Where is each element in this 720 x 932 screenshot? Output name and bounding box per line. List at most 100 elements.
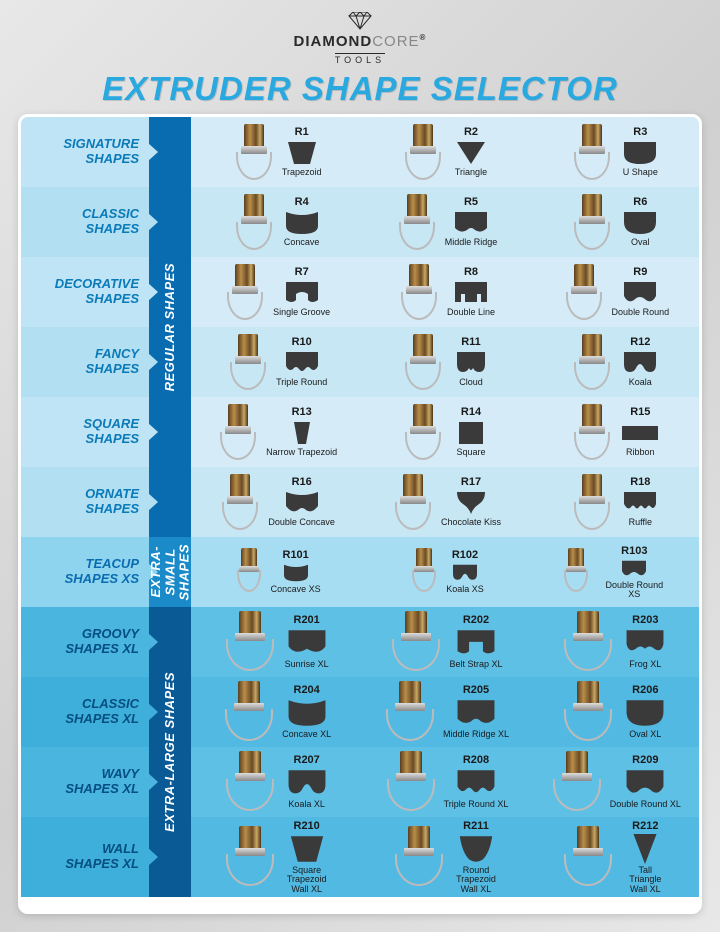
shape-cell[interactable]: R208 Triple Round XL <box>360 747 529 817</box>
shape-cell[interactable]: R8Double Line <box>360 257 529 327</box>
shape-code: R202 <box>463 614 489 626</box>
shape-cell[interactable]: R14 Square <box>360 397 529 467</box>
category-label-cell: ORNATESHAPES <box>21 467 149 537</box>
shape-cell[interactable]: R4Concave <box>191 187 360 257</box>
shape-code: R1 <box>295 126 309 138</box>
tool-icon <box>548 751 606 813</box>
shape-cell[interactable]: R7Single Groove <box>191 257 360 327</box>
shape-code: R7 <box>295 266 309 278</box>
brand-name: DIAMONDCORE® <box>18 33 702 50</box>
shape-cell[interactable]: R17Chocolate Kiss <box>360 467 529 537</box>
shape-code: R14 <box>461 406 481 418</box>
shape-grid: SIGNATURESHAPESR1TrapezoidR2TriangleR3U … <box>18 114 702 914</box>
shape-cell[interactable]: R211RoundTrapezoidWall XL <box>360 817 529 897</box>
shape-name: Koala XS <box>446 585 484 594</box>
shape-code: R10 <box>292 336 312 348</box>
shape-code: R208 <box>463 754 489 766</box>
shape-name: SquareTrapezoidWall XL <box>287 866 327 894</box>
chevron-right-icon <box>148 213 158 231</box>
shape-cell[interactable]: R204Concave XL <box>191 677 360 747</box>
tool-icon <box>382 751 440 813</box>
shape-info: R203Frog XL <box>621 614 669 669</box>
tool-icon <box>559 826 617 888</box>
shape-info: R101Concave XS <box>271 549 321 594</box>
shape-name: Double Line <box>447 308 495 317</box>
shape-cell[interactable]: R201Sunrise XL <box>191 607 360 677</box>
shape-cell[interactable]: R10Triple Round <box>191 327 360 397</box>
shape-cell[interactable]: R13 Narrow Trapezoid <box>191 397 360 467</box>
shape-code: R210 <box>294 820 320 832</box>
tool-icon <box>393 194 441 250</box>
shape-code: R13 <box>292 406 312 418</box>
shape-cell[interactable]: R9Double Round <box>530 257 699 327</box>
shape-cell[interactable]: R5Middle Ridge <box>360 187 529 257</box>
shape-info: R205Middle Ridge XL <box>443 684 509 739</box>
category-row: SIGNATURESHAPESR1TrapezoidR2TriangleR3U … <box>21 117 699 187</box>
category-label: DECORATIVESHAPES <box>55 277 139 307</box>
tool-icon <box>390 826 448 888</box>
shape-code: R205 <box>463 684 489 696</box>
category-row: ORNATESHAPES R16Double ConcaveR17Chocolat… <box>21 467 699 537</box>
shape-code: R6 <box>633 196 647 208</box>
chevron-right-icon <box>148 848 158 866</box>
shape-cell[interactable]: R205Middle Ridge XL <box>360 677 529 747</box>
shape-cell[interactable]: R209Double Round XL <box>530 747 699 817</box>
shape-code: R17 <box>461 476 481 488</box>
tool-icon <box>395 264 443 320</box>
shape-info: R7Single Groove <box>273 266 330 317</box>
shape-code: R212 <box>632 820 658 832</box>
shape-info: R201Sunrise XL <box>283 614 331 669</box>
shape-info: R4Concave <box>282 196 322 247</box>
shape-cell[interactable]: R2Triangle <box>360 117 529 187</box>
category-row: DECORATIVESHAPES R7Single Groove R8Double … <box>21 257 699 327</box>
tool-icon <box>558 548 594 596</box>
shape-cell[interactable]: R206Oval XL <box>530 677 699 747</box>
shape-info: R103Double Round XS <box>598 545 670 600</box>
shape-cell[interactable]: R16Double Concave <box>191 467 360 537</box>
shape-cell[interactable]: R203Frog XL <box>530 607 699 677</box>
shape-cell[interactable]: R103Double Round XS <box>530 537 699 607</box>
shape-cell[interactable]: R210 SquareTrapezoidWall XL <box>191 817 360 897</box>
shape-code: R9 <box>633 266 647 278</box>
shape-info: R102Koala XS <box>446 549 484 594</box>
shape-name: Frog XL <box>629 660 661 669</box>
brand-sub: TOOLS <box>335 53 385 65</box>
shape-name: Double Concave <box>268 518 335 527</box>
shape-code: R3 <box>633 126 647 138</box>
tool-icon <box>230 194 278 250</box>
shape-info: R2Triangle <box>451 126 491 177</box>
category-label: GROOVYSHAPES XL <box>65 627 139 657</box>
shape-cell[interactable]: R207Koala XL <box>191 747 360 817</box>
shape-code: R4 <box>295 196 309 208</box>
shape-cell[interactable]: R202Belt Strap XL <box>360 607 529 677</box>
shape-cells: R210 SquareTrapezoidWall XL R211RoundTrape… <box>191 817 699 897</box>
shape-cell[interactable]: R15Ribbon <box>530 397 699 467</box>
shape-name: Oval <box>631 238 650 247</box>
tool-icon <box>220 681 278 743</box>
shape-info: R202Belt Strap XL <box>449 614 502 669</box>
shape-cell[interactable]: R12Koala <box>530 327 699 397</box>
shape-cells: R101Concave XS R102Koala XS R103Double Rou… <box>191 537 699 607</box>
shape-info: R15Ribbon <box>620 406 660 457</box>
category-label: CLASSICSHAPES <box>82 207 139 237</box>
tool-icon <box>568 474 616 530</box>
shape-cell[interactable]: R11Cloud <box>360 327 529 397</box>
shape-name: Triple Round XL <box>444 800 509 809</box>
shape-name: Square <box>456 448 485 457</box>
shape-info: R14 Square <box>451 406 491 457</box>
shape-cell[interactable]: R1Trapezoid <box>191 117 360 187</box>
shape-cell[interactable]: R102Koala XS <box>360 537 529 607</box>
shape-cell[interactable]: R101Concave XS <box>191 537 360 607</box>
shape-info: R6 Oval <box>620 196 660 247</box>
shape-cell[interactable]: R18Ruffle <box>530 467 699 537</box>
shape-info: R8Double Line <box>447 266 495 317</box>
shape-name: Narrow Trapezoid <box>266 448 337 457</box>
shape-cell[interactable]: R3U Shape <box>530 117 699 187</box>
shape-cell[interactable]: R212TallTriangleWall XL <box>530 817 699 897</box>
shape-info: R207Koala XL <box>283 754 331 809</box>
shape-code: R18 <box>630 476 650 488</box>
category-row: TEACUPSHAPES XSR101Concave XSR102Koala X… <box>21 537 699 607</box>
shape-info: R12Koala <box>620 336 660 387</box>
shape-cell[interactable]: R6 Oval <box>530 187 699 257</box>
tool-icon <box>559 611 617 673</box>
